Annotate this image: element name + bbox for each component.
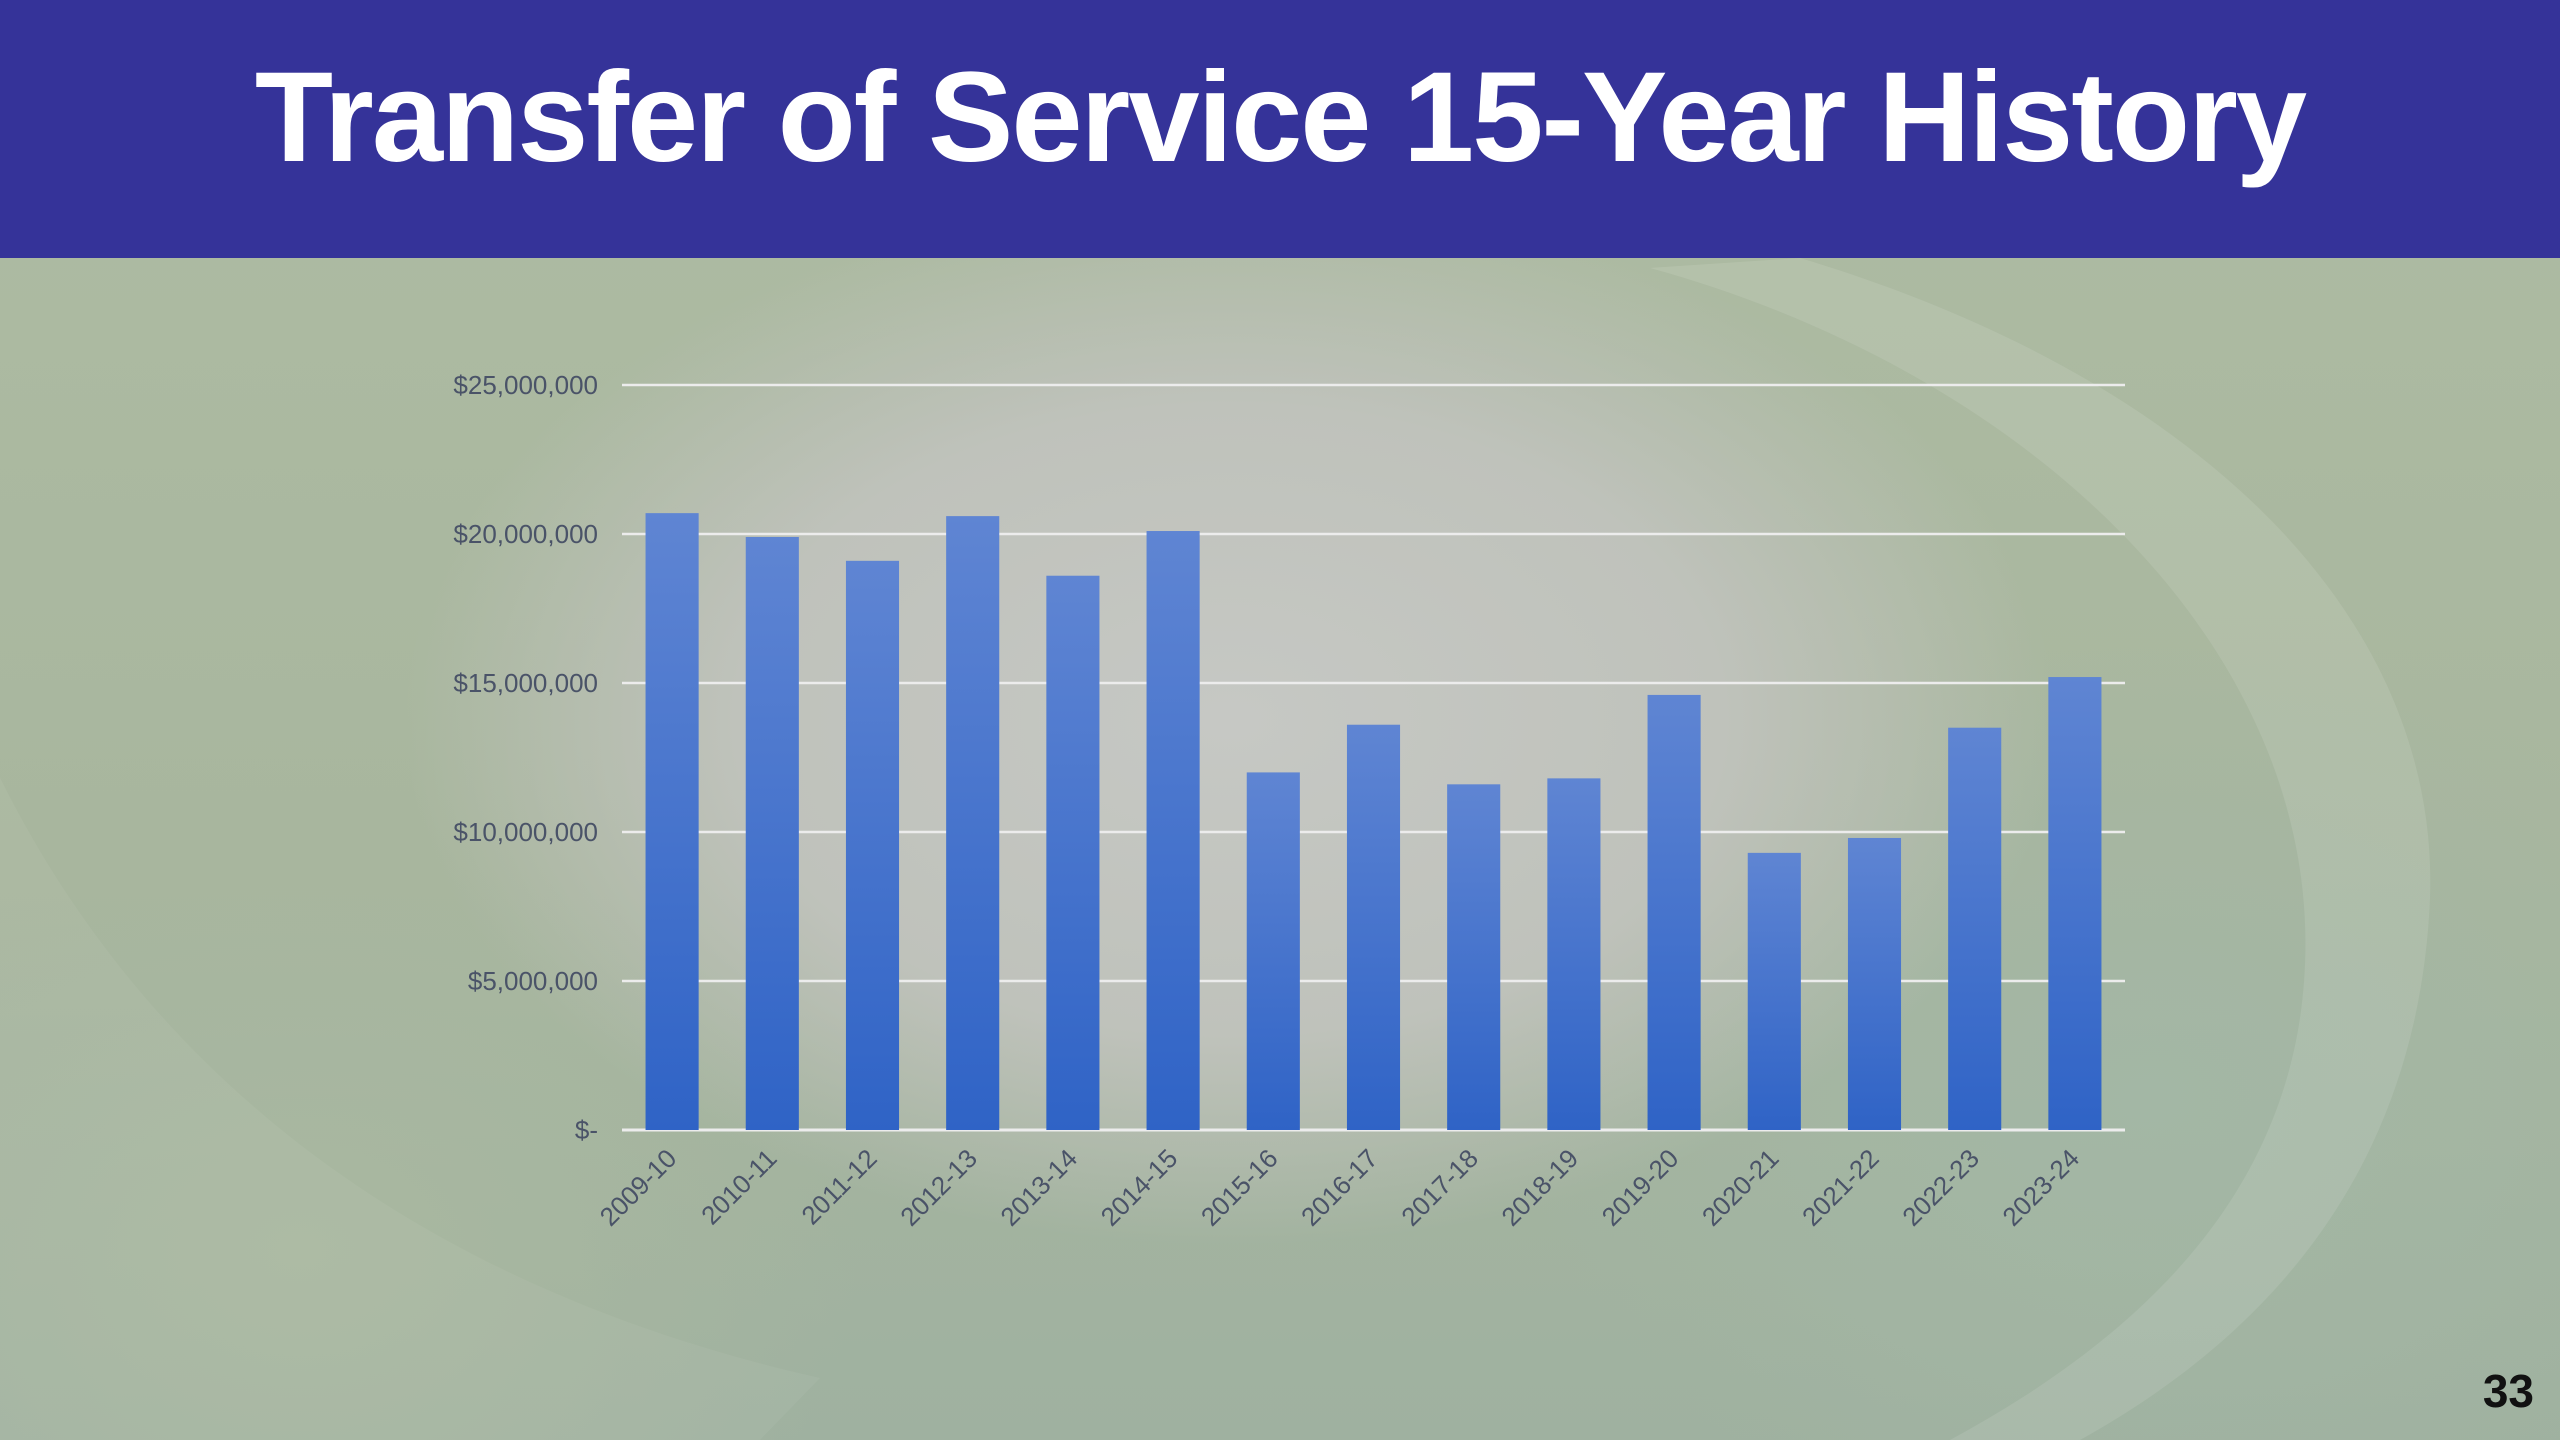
bar-2015-16 <box>1246 772 1300 1130</box>
bar-2009-10 <box>645 513 699 1130</box>
bar-2022-23 <box>1948 727 2002 1130</box>
title-banner: Transfer of Service 15-Year History <box>0 0 2560 258</box>
slide-title: Transfer of Service 15-Year History <box>254 45 2307 189</box>
bar-2018-19 <box>1547 778 1601 1130</box>
x-tick-label: 2017-18 <box>1395 1143 1484 1232</box>
x-tick-label: 2010-11 <box>695 1143 782 1230</box>
y-tick-label: $- <box>575 1115 598 1145</box>
x-tick-label: 2016-17 <box>1295 1143 1384 1232</box>
bar-2011-12 <box>845 560 900 1130</box>
x-tick-label: 2020-21 <box>1696 1143 1785 1232</box>
x-tick-label: 2012-13 <box>894 1143 983 1232</box>
y-tick-label: $15,000,000 <box>453 668 598 698</box>
x-tick-label: 2021-22 <box>1796 1143 1885 1232</box>
x-tick-label: 2023-24 <box>1996 1143 2085 1232</box>
bar-2023-24 <box>2048 677 2102 1130</box>
bar-2013-14 <box>1046 575 1100 1130</box>
bar-2014-15 <box>1146 531 1200 1130</box>
bar-2010-11 <box>745 536 799 1130</box>
bar-chart: $- $5,000,000 $10,000,000 $15,000,000 $20,00… <box>453 370 2125 1232</box>
bar-2020-21 <box>1747 852 1801 1130</box>
x-tick-label: 2015-16 <box>1195 1143 1284 1232</box>
bar-2012-13 <box>946 516 1000 1130</box>
x-tick-label: 2011-12 <box>795 1143 882 1230</box>
bar-2016-17 <box>1346 724 1401 1130</box>
bar-2021-22 <box>1847 837 1902 1130</box>
y-tick-label: $25,000,000 <box>453 370 598 400</box>
x-tick-label: 2014-15 <box>1095 1143 1184 1232</box>
bar-2019-20 <box>1647 694 1701 1130</box>
x-tick-label: 2019-20 <box>1596 1143 1685 1232</box>
x-tick-label: 2022-23 <box>1896 1143 1985 1232</box>
x-tick-label: 2018-19 <box>1495 1143 1584 1232</box>
x-tick-label: 2013-14 <box>994 1143 1083 1232</box>
y-tick-label: $5,000,000 <box>468 966 598 996</box>
y-tick-label: $20,000,000 <box>453 519 598 549</box>
page-number: 33 <box>2482 1365 2534 1417</box>
y-tick-label: $10,000,000 <box>453 817 598 847</box>
bar-2017-18 <box>1447 784 1501 1130</box>
x-tick-label: 2009-10 <box>594 1143 683 1232</box>
